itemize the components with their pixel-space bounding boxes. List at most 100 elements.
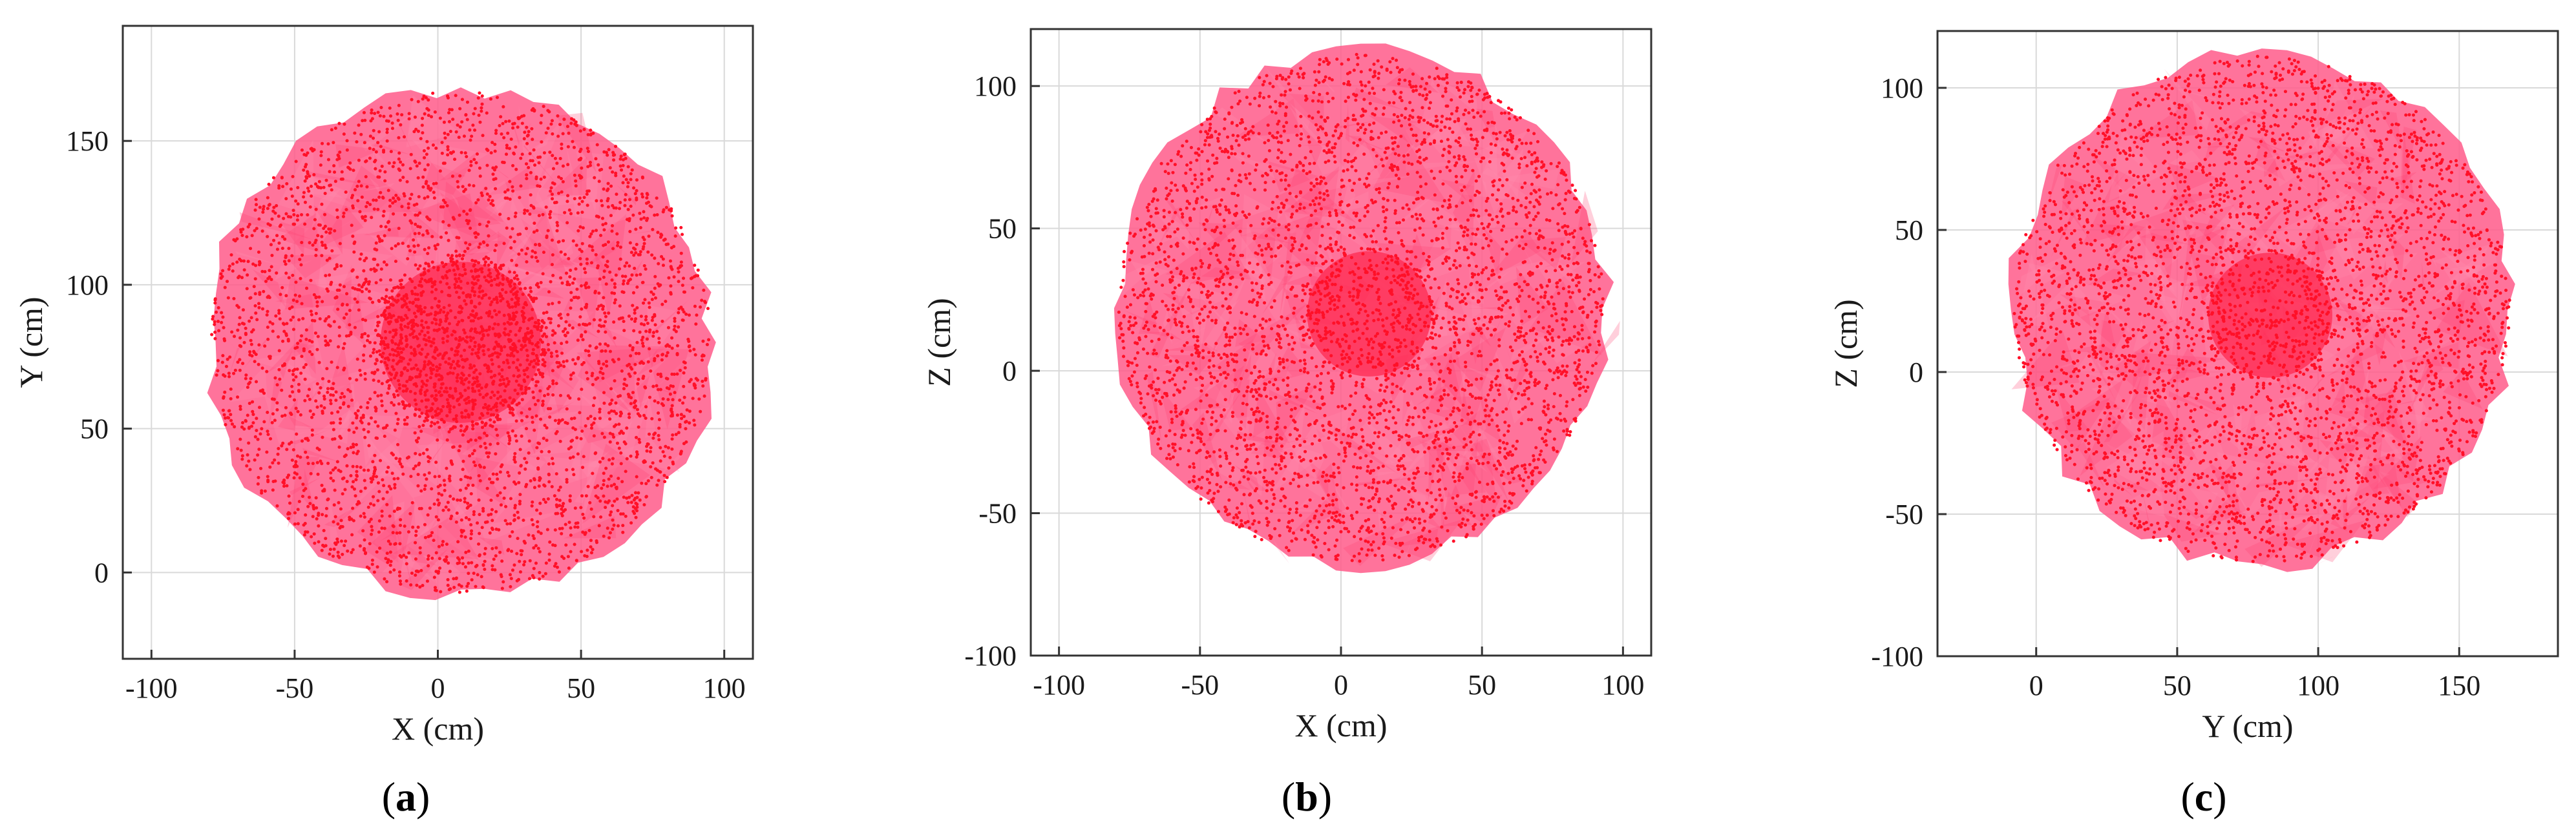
mesh-facet xyxy=(556,112,596,173)
mesh-facet xyxy=(458,242,491,255)
mesh-facet xyxy=(567,148,584,218)
mesh-facet xyxy=(2217,451,2266,501)
mesh-facet xyxy=(1284,213,1327,258)
mesh-facet xyxy=(2027,262,2065,285)
mesh-facet xyxy=(1459,185,1495,253)
mesh-facet xyxy=(1221,417,1250,453)
mesh-facet xyxy=(1206,389,1243,442)
mesh-facet xyxy=(577,461,605,468)
mesh-facet xyxy=(2317,99,2383,131)
mesh-facet xyxy=(1168,355,1214,375)
mesh-facet xyxy=(355,414,406,439)
mesh-facet xyxy=(549,245,576,266)
y-tick-label: -50 xyxy=(978,498,1017,530)
mesh-facet xyxy=(2224,127,2237,131)
mesh-facet xyxy=(578,426,622,444)
mesh-facet xyxy=(1298,200,1344,211)
mesh-facet xyxy=(2174,417,2221,467)
mesh-facet xyxy=(2219,402,2281,446)
mesh-facet xyxy=(510,192,544,236)
mesh-facet xyxy=(1267,321,1318,351)
mesh-facet xyxy=(337,465,390,523)
mesh-facet xyxy=(1165,232,1252,280)
mesh-facet xyxy=(501,238,587,291)
mesh-facet xyxy=(1428,424,1488,473)
mesh-facet xyxy=(443,181,501,230)
mesh-facet xyxy=(311,188,341,229)
mesh-facet xyxy=(628,327,636,353)
mesh-facet xyxy=(535,192,560,234)
mesh-facet xyxy=(1492,318,1501,339)
mesh-facet xyxy=(2126,475,2167,493)
mesh-facet xyxy=(2168,163,2218,194)
mesh-facet xyxy=(563,320,600,338)
mesh-facet xyxy=(479,510,564,543)
mesh-facet xyxy=(303,468,316,513)
mesh-facet xyxy=(358,183,395,192)
mesh-facet xyxy=(410,427,487,454)
mesh-facet xyxy=(2378,253,2418,287)
mesh-facet xyxy=(2170,424,2225,493)
mesh-facet xyxy=(2258,477,2332,487)
x-tick-label: 50 xyxy=(1468,669,1496,701)
mesh-facet xyxy=(507,247,536,269)
mesh-facet xyxy=(2243,134,2285,152)
mesh-facet xyxy=(451,194,460,211)
mesh-facet xyxy=(2350,298,2408,313)
panel-label: (c) xyxy=(2180,774,2226,820)
mesh-facet xyxy=(2254,395,2318,433)
mesh-facet xyxy=(2308,163,2380,173)
mesh-facet xyxy=(1296,203,1335,248)
mesh-facet xyxy=(2273,192,2350,251)
mesh-facet xyxy=(1492,254,1577,285)
y-axis-label: Z (cm) xyxy=(1828,299,1864,388)
mesh-facet xyxy=(1487,231,1541,280)
mesh-facet xyxy=(1282,392,1324,410)
mesh-facet xyxy=(628,259,644,281)
mesh-facet xyxy=(461,435,542,472)
mesh-facet xyxy=(459,245,489,256)
mesh-facet xyxy=(1523,246,1533,267)
mesh-facet xyxy=(613,404,648,460)
mesh-facet xyxy=(285,276,369,310)
mesh-facet xyxy=(1439,409,1481,497)
mesh-facet xyxy=(1134,326,1149,331)
y-tick-label: 0 xyxy=(1909,357,1923,388)
mesh-facet xyxy=(1130,261,1169,284)
mesh-facet xyxy=(440,421,512,474)
mesh-facet xyxy=(2163,227,2195,272)
x-axis-label: Y (cm) xyxy=(2202,708,2293,744)
y-tick-label: 100 xyxy=(66,269,109,301)
mesh-facet xyxy=(1259,259,1267,304)
mesh-facet xyxy=(252,269,286,308)
mesh-facet xyxy=(243,338,269,369)
mesh-facet xyxy=(1453,457,1497,466)
mesh-facet xyxy=(2061,176,2084,219)
mesh-facet xyxy=(579,260,585,267)
mesh-facet xyxy=(602,203,633,227)
mesh-facet xyxy=(1247,233,1263,257)
mesh-facet xyxy=(1571,191,1598,264)
mesh-facet xyxy=(2159,260,2166,305)
mesh-facet xyxy=(603,196,606,231)
mesh-facet xyxy=(481,200,508,227)
mesh-facet xyxy=(1236,156,1300,183)
mesh-facet xyxy=(2411,360,2432,409)
point-cloud xyxy=(1114,43,1620,574)
mesh-facet xyxy=(1268,346,1309,384)
mesh-facet xyxy=(2114,350,2135,426)
mesh-facet xyxy=(1331,366,1386,394)
mesh-facet xyxy=(1206,203,1214,225)
x-axis-label: X (cm) xyxy=(1295,707,1388,743)
mesh-facet xyxy=(1481,179,1488,201)
mesh-facet xyxy=(1373,419,1425,477)
mesh-facet xyxy=(1452,454,1486,495)
mesh-facet xyxy=(582,444,650,524)
mesh-facet xyxy=(2166,86,2216,100)
mesh-facet xyxy=(1194,289,1232,331)
data-points xyxy=(210,91,711,594)
mesh-facet xyxy=(2127,355,2151,431)
mesh-facet xyxy=(334,400,361,434)
mesh-facet xyxy=(1252,388,1299,459)
mesh-facet xyxy=(2107,223,2145,264)
